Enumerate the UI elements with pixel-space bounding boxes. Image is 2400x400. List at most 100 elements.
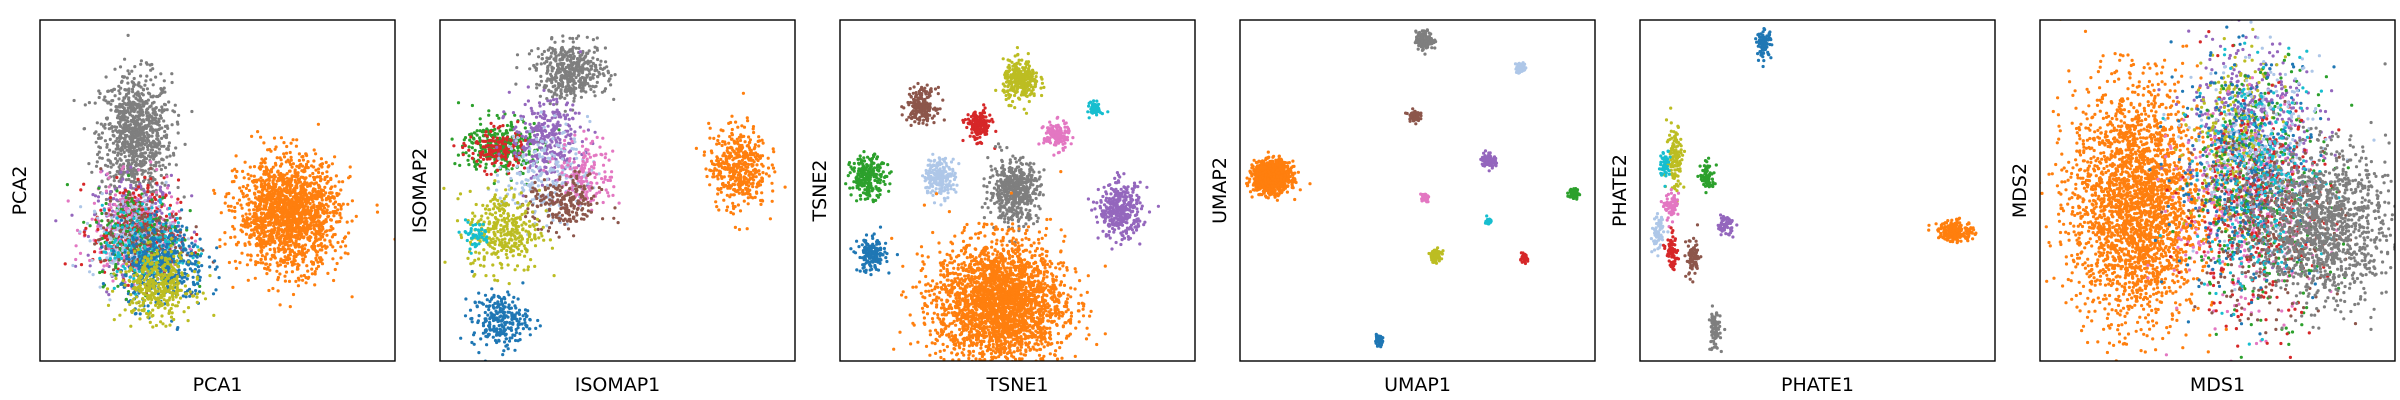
- point: [136, 209, 140, 213]
- point: [266, 223, 270, 227]
- point: [114, 157, 118, 161]
- point: [146, 304, 150, 308]
- point: [138, 317, 142, 321]
- point: [110, 215, 114, 219]
- point: [105, 290, 109, 294]
- point: [330, 185, 334, 189]
- point: [98, 91, 102, 96]
- point: [132, 273, 136, 278]
- point: [124, 243, 128, 247]
- point: [115, 189, 119, 193]
- point: [65, 183, 69, 187]
- point: [136, 177, 140, 181]
- point: [305, 208, 309, 212]
- point: [126, 292, 130, 296]
- point: [97, 186, 101, 190]
- point: [272, 215, 276, 219]
- point: [106, 89, 110, 93]
- point: [106, 153, 110, 157]
- point: [213, 267, 218, 271]
- point: [283, 173, 287, 177]
- point: [260, 242, 264, 246]
- point: [130, 142, 134, 146]
- point: [138, 304, 142, 308]
- point: [95, 220, 99, 224]
- point: [135, 93, 140, 97]
- point: [252, 191, 257, 195]
- point: [166, 236, 170, 240]
- point: [119, 218, 123, 222]
- point: [275, 204, 280, 208]
- point: [112, 179, 116, 183]
- point: [138, 113, 142, 118]
- point: [141, 202, 145, 206]
- point: [135, 215, 139, 219]
- point: [71, 263, 75, 268]
- point: [133, 213, 138, 217]
- point: [146, 147, 150, 152]
- point: [137, 147, 141, 151]
- point: [125, 259, 129, 263]
- point: [120, 175, 124, 179]
- point: [122, 162, 126, 166]
- point: [146, 297, 151, 301]
- point: [186, 251, 190, 255]
- point: [96, 199, 100, 203]
- point: [114, 105, 118, 109]
- point: [156, 285, 160, 289]
- point: [167, 311, 171, 315]
- point: [315, 224, 319, 228]
- point: [190, 241, 194, 245]
- point: [140, 172, 144, 176]
- point: [140, 270, 145, 274]
- point: [289, 179, 293, 183]
- point: [291, 241, 295, 245]
- point: [168, 154, 172, 158]
- point: [137, 84, 141, 88]
- point: [127, 87, 131, 91]
- point: [328, 199, 332, 203]
- point: [242, 195, 246, 199]
- point: [304, 199, 308, 203]
- point: [272, 173, 276, 177]
- point: [108, 199, 112, 203]
- point: [142, 135, 146, 139]
- point: [181, 294, 185, 298]
- point: [144, 267, 148, 271]
- point: [293, 174, 297, 178]
- point: [117, 97, 121, 101]
- point: [161, 322, 165, 326]
- point: [319, 157, 323, 161]
- point: [117, 89, 121, 93]
- point: [324, 196, 329, 201]
- point: [292, 251, 297, 255]
- point: [150, 200, 154, 204]
- point: [164, 269, 168, 273]
- point: [306, 276, 310, 280]
- point: [224, 195, 228, 199]
- point: [117, 165, 121, 169]
- point: [275, 269, 279, 273]
- point: [182, 233, 186, 237]
- point: [265, 267, 269, 271]
- point: [148, 228, 152, 232]
- point: [148, 183, 152, 187]
- point: [272, 136, 277, 140]
- point: [167, 309, 172, 313]
- point: [155, 167, 159, 172]
- point: [297, 177, 301, 181]
- point: [145, 87, 149, 91]
- point: [267, 174, 271, 178]
- point: [315, 253, 319, 257]
- point: [108, 298, 112, 302]
- point: [132, 94, 136, 98]
- point: [157, 299, 161, 303]
- point: [279, 234, 283, 239]
- point: [183, 284, 187, 288]
- point: [179, 259, 183, 263]
- point: [105, 238, 109, 242]
- point: [126, 81, 130, 85]
- point: [305, 184, 310, 188]
- point: [119, 129, 123, 133]
- point: [152, 242, 156, 246]
